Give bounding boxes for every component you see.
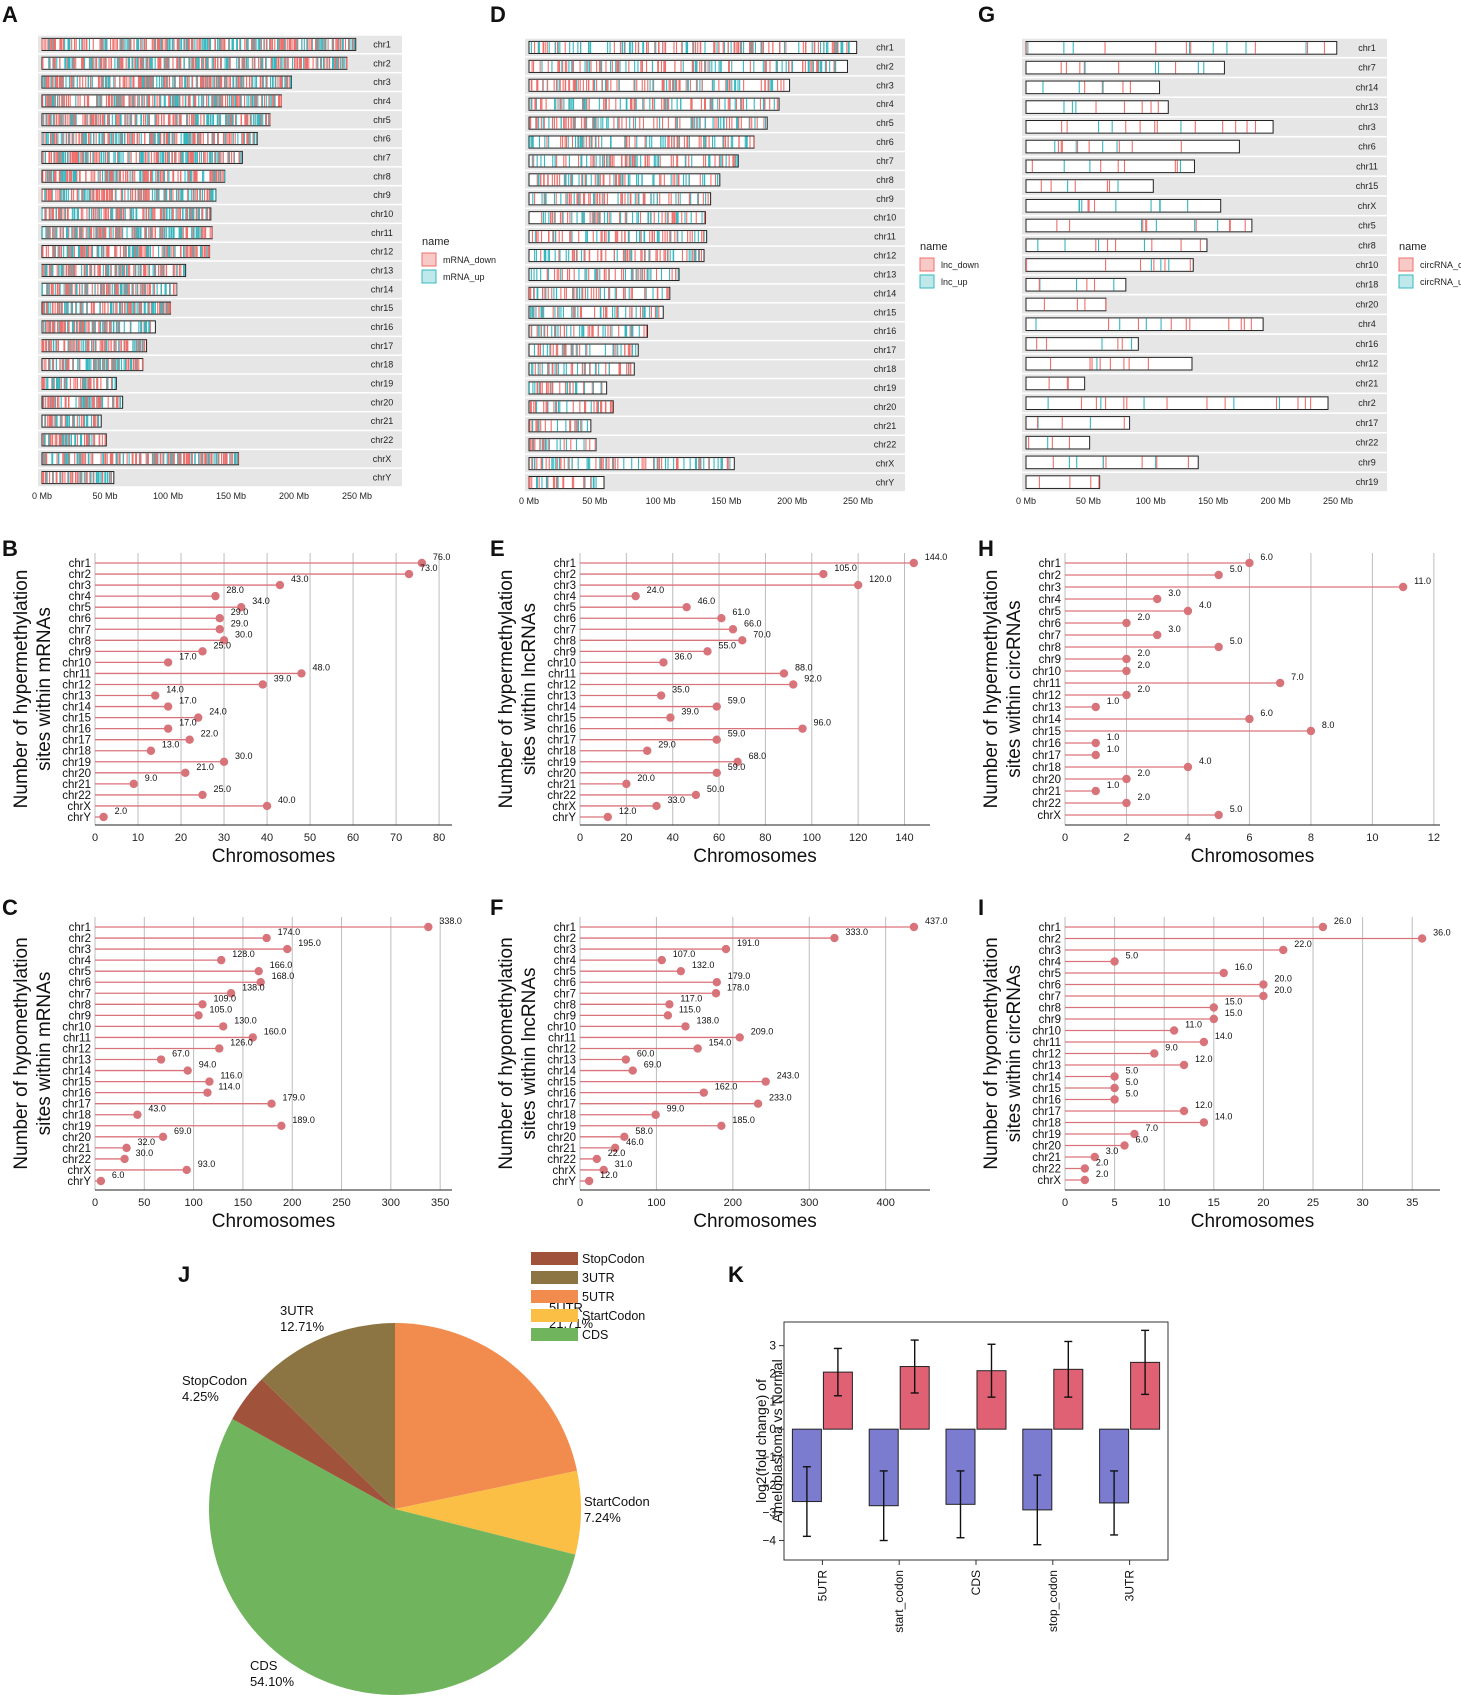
chrom-label: chr11 [371,228,393,238]
panel-label-E: E [490,536,505,561]
panel-labels: A B C D E F G H I J K [2,2,995,1287]
chrom-label: chr2 [373,58,391,68]
legend-label: mRNA_down [443,255,496,265]
chrom-label: chr21 [371,416,394,426]
x-tick-label: 250 Mb [342,491,372,501]
chrom-label: chr8 [373,171,391,181]
chrom-label: chr19 [371,378,394,388]
legend-label: mRNA_up [443,272,485,282]
chromosome-chr18 [41,358,144,372]
x-tick-label: 0 Mb [32,491,52,501]
panel-label-G: G [978,2,995,27]
chromosome-chr4 [528,97,780,111]
panel-label-K: K [728,1262,744,1287]
panel-label-I: I [978,895,984,920]
x-tick-label: 100 Mb [153,491,183,501]
chrom-label: chr9 [373,190,391,200]
chrom-label: chr18 [371,360,394,370]
chrom-label: chr5 [373,115,391,125]
chromosome-chr3 [528,78,791,92]
panel-label-F: F [490,895,503,920]
panel-label-A: A [2,2,18,27]
ideogram-row-bg [38,374,402,393]
legend-swatch [421,269,437,284]
chrom-label: chr7 [876,156,894,166]
x-tick-label: 50 Mb [92,491,117,501]
chrom-label: chrY [373,473,392,483]
chromosome-chr10 [528,211,706,225]
chrom-label: chr14 [371,284,394,294]
chrom-label: chr8 [876,175,894,185]
chrom-label: chr16 [371,322,394,332]
panel-label-H: H [978,536,994,561]
chrom-label: chr1 [373,39,391,49]
panel-label-D: D [490,2,506,27]
x-tick-label: 150 Mb [216,491,246,501]
chrom-label: chr20 [371,397,394,407]
chrom-label: chr10 [874,213,897,223]
ideogram-panel-A: chr1 chr2 chr3 chr4 chr5 chr6 chr7 chr8 chr9 chr1… [32,35,496,501]
chrom-label: chr17 [371,341,394,351]
chrom-label: chr2 [876,61,894,71]
panel-label-B: B [2,536,18,561]
chromosome-chr2 [528,59,848,73]
chrom-label: chr9 [876,194,894,204]
ideogram-row-bg [38,393,402,411]
chrom-label: chr5 [876,118,894,128]
x-tick-label: 200 Mb [279,491,309,501]
legend-swatch [421,252,437,267]
panels: chr1 chr2 chr3 chr4 chr5 chr6 chr7 chr8 chr9 chr1… [11,35,1461,1696]
chrom-label: chrX [373,454,392,464]
ideogram-row-bg [38,412,402,430]
chrom-label: chr13 [874,269,897,279]
panel-label-C: C [2,895,18,920]
ideogram-row-bg [38,431,402,449]
chrom-label: chr4 [373,96,391,106]
chrom-label: chr6 [373,134,391,144]
chrom-label: chr4 [876,99,894,109]
chrom-label: chr22 [371,435,394,445]
chrom-label: chr7 [373,152,391,162]
chrom-label: chr3 [876,80,894,90]
chrom-label: chr11 [874,232,896,242]
chrom-label: chr13 [371,265,394,275]
ideogram-panel-D: chr1 chr2 chr3 chr4 chr5 chr6 chr7 chr8 chr9 chr1… [519,38,979,506]
chrom-label: chr12 [371,247,394,257]
chrom-label: chr6 [876,137,894,147]
chrom-label: chr14 [874,288,897,298]
chrom-label: chr1 [876,42,894,52]
chrom-label: chr3 [373,77,391,87]
chrom-label: chr10 [371,209,394,219]
chrom-label: chr12 [874,251,897,261]
chromosome-chr5 [528,116,768,130]
chromosome-chr14 [528,286,671,300]
ideogram-row-bg [38,468,402,487]
panel-label-J: J [178,1262,190,1287]
legend-title: name [422,236,450,248]
chrom-label: chr15 [371,303,394,313]
